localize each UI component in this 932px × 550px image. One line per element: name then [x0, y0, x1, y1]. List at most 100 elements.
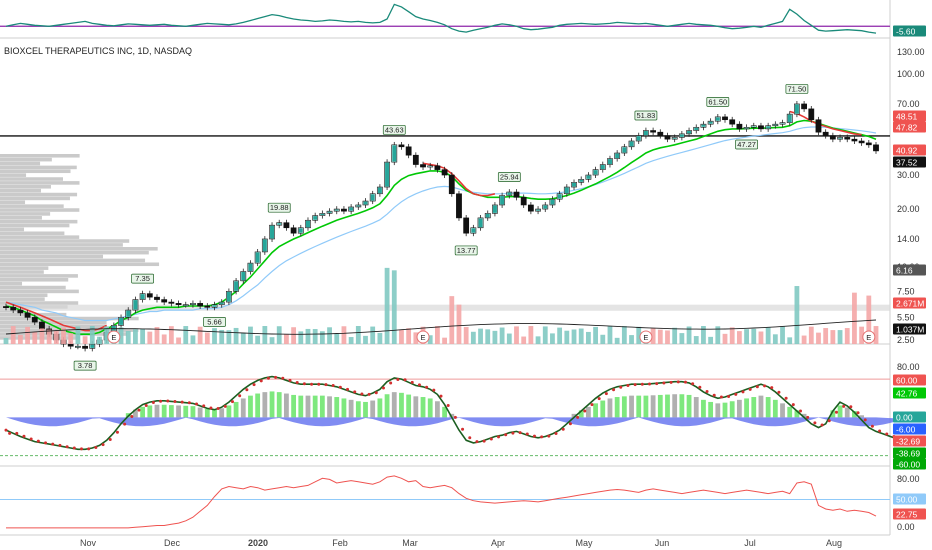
- candle-body: [31, 317, 38, 323]
- candle-fill: [370, 194, 375, 201]
- histogram-bar: [772, 399, 778, 418]
- volume-bar: [607, 326, 613, 344]
- volume-bar: [377, 332, 383, 344]
- signal-dot: [338, 385, 342, 389]
- histogram-bar: [341, 398, 347, 418]
- signal-dot: [676, 380, 680, 384]
- chart-title: BIOXCEL THERAPEUTICS INC, 1D, NASDAQ: [4, 46, 192, 56]
- volume-profile-bar: [0, 274, 78, 278]
- volume-profile-bar: [0, 208, 80, 212]
- volume-average-line: [5, 319, 877, 335]
- histogram-bar: [585, 406, 591, 418]
- volume-bar: [564, 330, 570, 344]
- volume-bar: [593, 326, 598, 344]
- candle-fill: [643, 131, 648, 136]
- volume-profile-bar: [0, 247, 158, 251]
- candle-fill: [356, 205, 361, 207]
- volume-bar: [204, 332, 210, 344]
- price-badge: 48.51: [896, 112, 918, 122]
- candle-fill: [241, 272, 246, 281]
- histogram-bar: [794, 410, 800, 418]
- candle-fill: [90, 344, 95, 348]
- signal-dot: [166, 399, 170, 403]
- volume-bar: [449, 296, 455, 344]
- oscillator-badge: -60.00: [896, 460, 920, 470]
- signal-dot: [532, 434, 536, 438]
- volume-profile-bar: [0, 281, 23, 286]
- volume-bar: [406, 328, 412, 344]
- candle-body: [24, 312, 31, 318]
- candle-fill: [219, 302, 224, 305]
- histogram-bar: [657, 394, 663, 418]
- candle-body: [865, 142, 872, 146]
- earnings-marker: [416, 330, 430, 344]
- right-price-axis: 130.00100.0070.0040.0030.0020.0014.0010.…: [893, 25, 926, 532]
- volume-bar: [679, 333, 685, 344]
- volume-bar: [413, 332, 419, 344]
- signal-dot: [791, 403, 795, 407]
- candle-fill: [500, 196, 505, 205]
- histogram-bar: [226, 405, 232, 418]
- volume-bar: [693, 336, 699, 344]
- volume-bar: [348, 337, 354, 344]
- candle-fill: [543, 205, 548, 209]
- swing-marker-label: 71.50: [788, 84, 807, 93]
- candle-body: [513, 191, 520, 198]
- volume-profile-bar: [0, 309, 22, 313]
- histogram-bar: [852, 411, 857, 418]
- volume-profile-bar: [0, 278, 69, 282]
- earnings-marker-label: E: [421, 333, 426, 342]
- candle-body: [405, 146, 412, 156]
- signal-dot: [475, 440, 479, 444]
- signal-dot: [655, 382, 659, 386]
- candle-fill: [708, 121, 713, 124]
- candle-fill: [485, 213, 490, 218]
- candle-fill: [838, 137, 843, 139]
- volume-profile-bar: [0, 219, 78, 224]
- volume-profile-bar: [0, 173, 27, 177]
- top-badge: -5.60: [896, 27, 916, 37]
- histogram-bar: [219, 408, 225, 418]
- swing-marker-label: 3.78: [78, 361, 93, 370]
- candle-body: [441, 169, 448, 176]
- candle-fill: [751, 126, 756, 127]
- candle-body: [412, 154, 419, 165]
- histogram-bar: [435, 401, 440, 418]
- oscillator-badge: -32.69: [896, 437, 920, 447]
- candle-fill: [305, 220, 310, 228]
- candle-body: [463, 217, 470, 234]
- signal-dot: [698, 385, 702, 389]
- candle-fill: [622, 147, 627, 153]
- volume-bar: [550, 333, 555, 344]
- signal-dot: [274, 375, 278, 379]
- volume-bar: [133, 329, 138, 344]
- volume-profile-bar: [0, 165, 77, 170]
- signal-dot: [806, 415, 810, 419]
- signal-dot: [547, 434, 551, 438]
- histogram-bar: [298, 395, 304, 418]
- signal-dot: [619, 385, 623, 389]
- candle-fill: [212, 305, 217, 307]
- earnings-marker: [862, 330, 876, 344]
- volume-bar: [17, 334, 23, 344]
- signal-dot: [65, 445, 69, 449]
- signal-dot: [396, 378, 400, 382]
- volume-bar: [269, 337, 275, 344]
- volume-bar: [514, 326, 519, 344]
- earnings-marker-label: E: [111, 333, 116, 342]
- volume-bar: [61, 327, 66, 344]
- signal-dot: [626, 384, 630, 387]
- volume-bar: [10, 326, 16, 344]
- volume-bar: [650, 328, 656, 344]
- volume-bar: [722, 333, 728, 344]
- candle-body: [197, 303, 204, 307]
- panel-backgrounds: [0, 0, 891, 536]
- signal-dot: [410, 380, 414, 384]
- volume-profile-bar: [0, 223, 70, 228]
- volume-bar: [226, 330, 232, 344]
- candle-fill: [550, 199, 555, 205]
- signal-dot: [79, 447, 83, 451]
- candle-fill: [507, 192, 512, 196]
